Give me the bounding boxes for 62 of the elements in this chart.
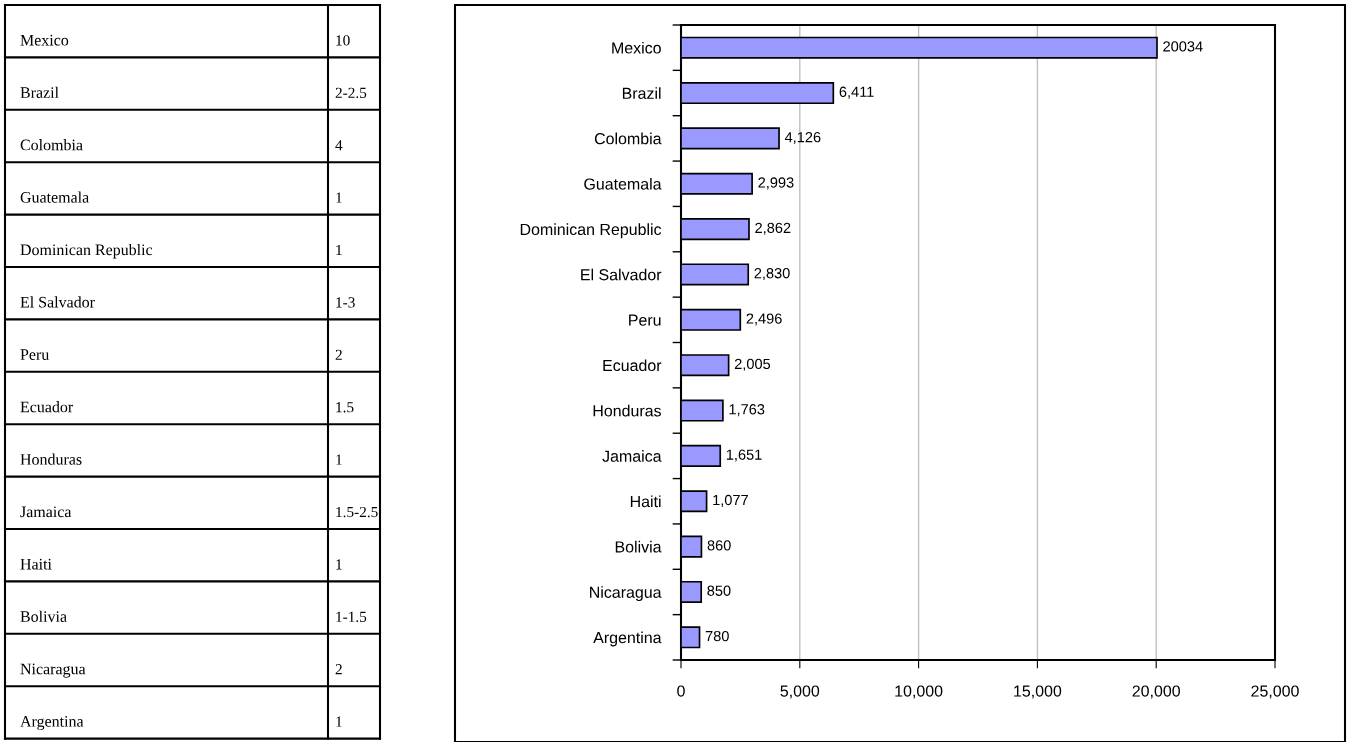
category-label: Mexico — [20, 34, 69, 46]
text: 1-3 — [336, 297, 355, 308]
text: 1 — [336, 192, 342, 203]
y-tick-label: Ecuador — [603, 359, 662, 372]
x-tick-label: 25,000 — [1251, 685, 1299, 699]
data-label: 6,411 — [839, 86, 874, 99]
x-tick-label: 10,000 — [895, 685, 943, 699]
y-tick-label: Peru — [629, 314, 661, 326]
y-tick-label: Honduras — [593, 404, 661, 417]
category-label: Ecuador — [20, 401, 74, 413]
data-label: 2,862 — [755, 222, 791, 235]
y-tick-label: Brazil — [622, 87, 661, 99]
x-tick-label: 5,000 — [780, 685, 820, 699]
y-tick-label: Colombia — [594, 132, 662, 145]
data-label: 850 — [707, 585, 731, 596]
y-tick-label: Mexico — [612, 41, 661, 54]
x-tick-label: 0 — [677, 685, 685, 697]
data-label: 780 — [705, 630, 729, 642]
data-label: 2,993 — [758, 177, 794, 190]
category-label: Haiti — [20, 558, 52, 570]
category-label: Jamaica — [20, 506, 72, 518]
x-tick-label: 15,000 — [1014, 685, 1062, 699]
data-label: 20034 — [1163, 41, 1203, 52]
text: 1 — [336, 716, 342, 727]
text: 2-2.5 — [335, 87, 367, 99]
category-label: Colombia — [20, 139, 83, 151]
y-tick-label: Jamaica — [602, 450, 662, 462]
text: 1.5 — [336, 402, 354, 413]
category-label: Argentina — [20, 716, 84, 731]
category-label: Bolivia — [20, 610, 67, 622]
data-label: 4,126 — [784, 131, 821, 145]
data-label: 860 — [707, 540, 731, 551]
data-label: 2,005 — [734, 358, 771, 371]
text: 2 — [335, 664, 342, 675]
data-label: 2,496 — [746, 313, 782, 326]
data-label: 1,651 — [726, 449, 762, 462]
category-label: Brazil — [20, 86, 59, 98]
category-label: Guatemala — [20, 191, 89, 203]
x-tick-label: 20,000 — [1132, 685, 1180, 699]
text: 2 — [335, 349, 342, 360]
category-label: Dominican Republic — [20, 243, 153, 259]
text: 10 — [336, 35, 350, 46]
y-tick-label: Argentina — [593, 631, 662, 647]
category-label: Nicaragua — [20, 663, 86, 678]
y-tick-label: Bolivia — [615, 540, 662, 553]
text: 1 — [336, 244, 342, 255]
data-label: 2,830 — [754, 268, 790, 281]
y-tick-label: Haiti — [630, 495, 661, 508]
text: 1-1.5 — [336, 611, 367, 623]
data-label: 1,763 — [729, 404, 765, 417]
category-label: Honduras — [20, 453, 82, 465]
text: 1 — [336, 454, 342, 465]
y-tick-label: El Salvador — [581, 268, 662, 281]
data-label: 1,077 — [713, 494, 748, 507]
y-tick-label: Guatemala — [584, 177, 662, 190]
text: 4 — [335, 140, 343, 151]
category-label: Peru — [20, 349, 50, 360]
category-label: El Salvador — [20, 296, 95, 308]
text: 1 — [336, 559, 342, 570]
text: 1.5-2.5 — [336, 506, 378, 518]
y-tick-label: Dominican Republic — [520, 223, 662, 239]
y-tick-label: Nicaragua — [590, 586, 662, 602]
